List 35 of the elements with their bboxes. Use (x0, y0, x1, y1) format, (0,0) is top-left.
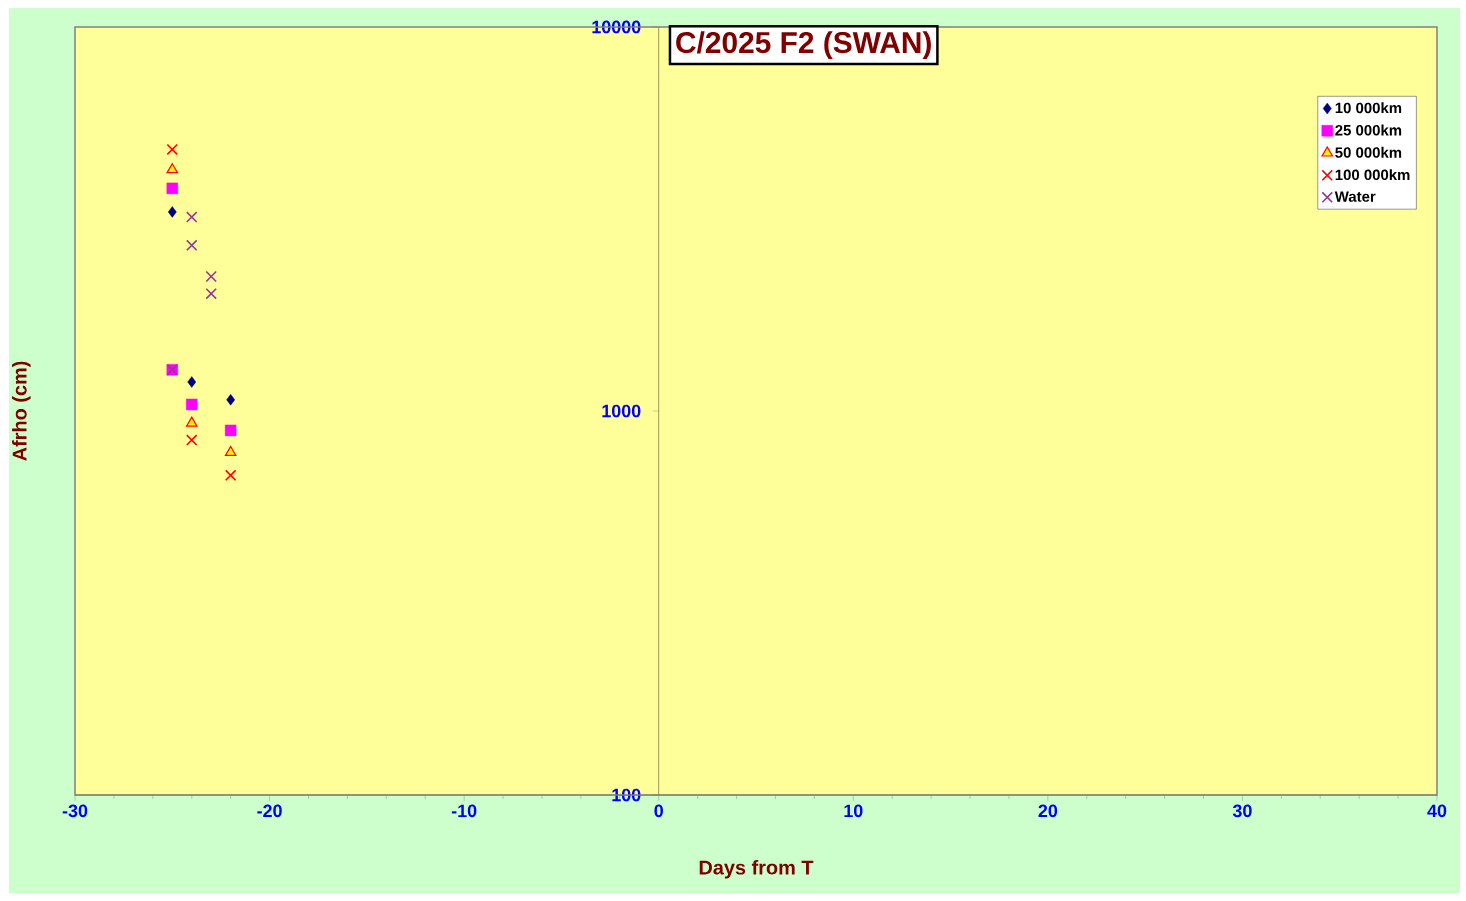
point (224, 469, 237, 482)
point (185, 239, 198, 252)
x-tick-label: -10 (451, 804, 477, 818)
legend-label: 25 000km (1335, 124, 1402, 136)
point (166, 163, 179, 174)
x-tick-label: 20 (1038, 804, 1058, 818)
point (224, 445, 237, 457)
point (187, 376, 197, 388)
x-tick-label: 40 (1427, 804, 1447, 818)
point (167, 206, 177, 218)
point (205, 270, 217, 283)
point (205, 287, 217, 300)
point (185, 416, 198, 427)
y-tick-label: 10000 (592, 20, 641, 34)
x-tick-label: -30 (62, 804, 88, 818)
x-tick-label: 0 (654, 804, 663, 818)
y-tick-label: 100 (612, 788, 641, 802)
point (185, 434, 198, 446)
x-axis-title: Days from T (699, 859, 814, 879)
point (166, 143, 179, 156)
legend-label: 100 000km (1335, 169, 1410, 181)
point (224, 424, 237, 437)
point (226, 394, 235, 406)
y-axis-title: Afrho (cm) (12, 361, 31, 461)
point (166, 182, 178, 195)
legend-label: 50 000km (1335, 146, 1402, 158)
point (185, 211, 198, 223)
legend-label: Water (1334, 191, 1376, 202)
x-tick-label: -20 (257, 804, 282, 818)
point (186, 398, 198, 411)
x-tick-label: 30 (1232, 804, 1252, 818)
legend-label: 10 000km (1335, 102, 1402, 114)
x-tick-label: 10 (844, 804, 863, 818)
chart-title: C/2025 F2 (SWAN) (676, 31, 931, 60)
y-tick-label: 1000 (602, 404, 641, 418)
